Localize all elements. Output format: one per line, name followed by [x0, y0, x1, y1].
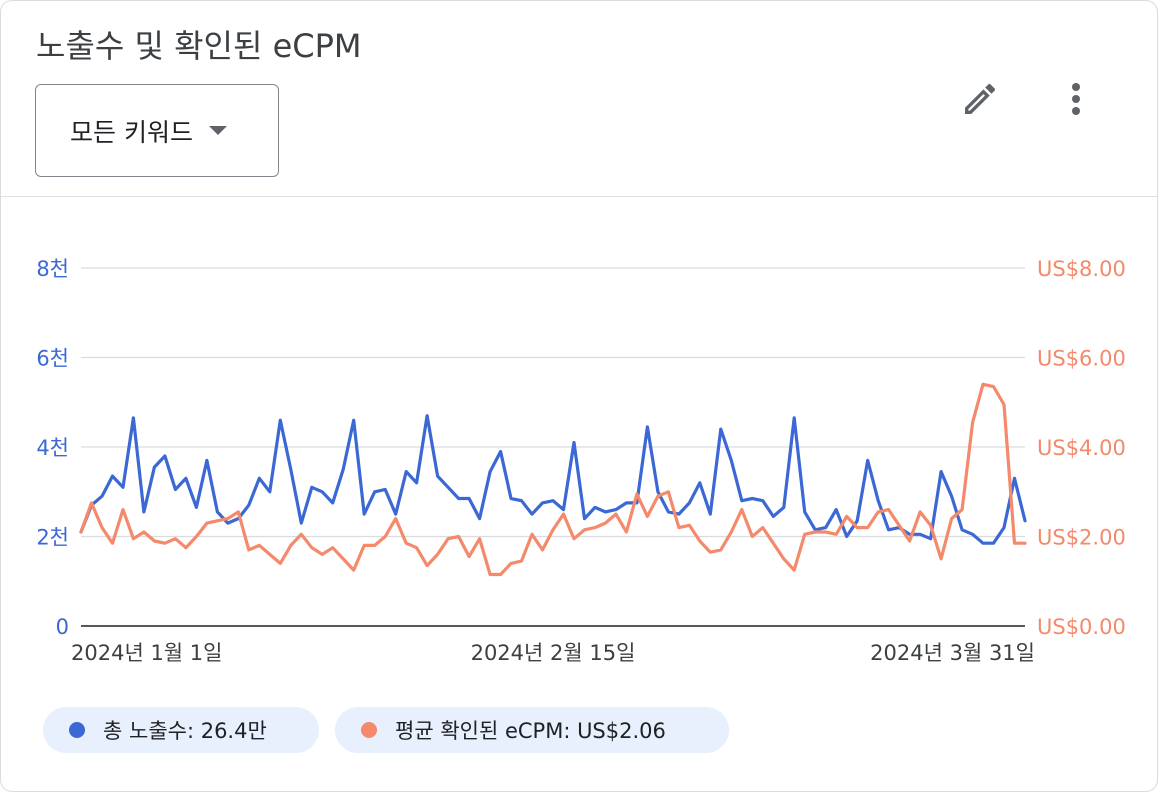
y-left-tick-label: 6천	[36, 347, 69, 371]
x-tick-label: 2024년 1월 1일	[71, 641, 222, 665]
dropdown-label: 모든 키워드	[70, 117, 193, 147]
caret-down-icon	[208, 126, 227, 135]
y-left-tick-label: 2천	[36, 526, 69, 550]
x-tick-label: 2024년 3월 31일	[870, 641, 1035, 665]
impressions-ecpm-chart: 0 US$0.00 2천 US$2.00 4천 US$4.00 6천 US$6.00 8천 US$…	[36, 257, 1126, 665]
y-right-tick-label: US$4.00	[1037, 436, 1126, 460]
x-tick-label: 2024년 2월 15일	[471, 641, 636, 665]
header-divider	[1, 196, 1157, 197]
keyword-filter-dropdown[interactable]: 모든 키워드	[35, 84, 279, 177]
y-right-tick-label: US$8.00	[1037, 257, 1126, 281]
legend-label-impressions: 총 노출수: 26.4만	[103, 719, 267, 743]
y-left-tick-label: 4천	[36, 436, 69, 460]
legend-chip-ecpm[interactable]: 평균 확인된 eCPM: US$2.06	[335, 707, 729, 753]
more-vert-icon	[1072, 83, 1080, 115]
pencil-icon	[965, 83, 996, 114]
card-title: 노출수 및 확인된 eCPM	[36, 27, 362, 65]
y-right-tick-label: US$0.00	[1037, 615, 1126, 639]
series-line-ecpm	[79, 382, 1027, 577]
series-line-impressions	[79, 414, 1027, 545]
y-left-tick-label: 8천	[36, 257, 69, 281]
edit-button[interactable]	[956, 75, 1004, 123]
legend-label-ecpm: 평균 확인된 eCPM: US$2.06	[395, 719, 666, 743]
legend-dot-impressions	[69, 722, 85, 738]
more-options-button[interactable]	[1052, 75, 1100, 123]
y-right-tick-label: US$2.00	[1037, 526, 1126, 550]
legend-dot-ecpm	[361, 722, 377, 738]
legend-chip-impressions[interactable]: 총 노출수: 26.4만	[43, 707, 319, 753]
y-left-tick-label: 0	[56, 615, 69, 639]
y-right-tick-label: US$6.00	[1037, 347, 1126, 371]
